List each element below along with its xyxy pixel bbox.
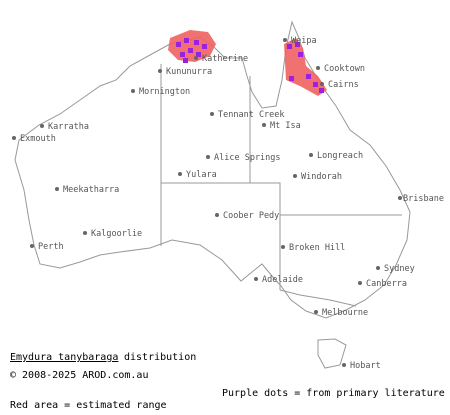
town-label: Tennant Creek: [218, 110, 285, 120]
town-label: Brisbane: [403, 194, 444, 204]
town-label: Meekatharra: [63, 185, 119, 195]
town-label: Canberra: [366, 279, 407, 289]
copyright: © 2008-2025 AROD.com.au: [10, 370, 148, 381]
town-label: Alice Springs: [214, 153, 281, 163]
town-label: Yulara: [186, 170, 217, 180]
town-label: Exmouth: [20, 134, 56, 144]
state-borders: [160, 64, 402, 307]
distribution-label: distribution: [124, 352, 196, 363]
town-label: Windorah: [301, 172, 342, 182]
primary-dots: [176, 38, 324, 93]
town-label: Mornington: [139, 87, 190, 97]
australia-outline: [14, 20, 411, 319]
town-label: Kununurra: [166, 67, 212, 77]
legend-area: Red area = estimated range: [10, 400, 167, 411]
town-label: Karratha: [48, 122, 89, 132]
town-label: Mt Isa: [270, 121, 301, 131]
town-label: Weipa: [291, 36, 317, 46]
town-label: Hobart: [350, 361, 381, 371]
towns: Weipa Katherine Kununurra Cooktown Cairn…: [12, 36, 444, 371]
town-label: Sydney: [384, 264, 415, 274]
town-label: Adelaide: [262, 275, 303, 285]
town-label: Cooktown: [324, 64, 365, 74]
tasmania-outline: [317, 338, 347, 369]
town-label: Cairns: [328, 80, 359, 90]
town-label: Katherine: [202, 54, 248, 64]
town-label: Broken Hill: [289, 243, 345, 253]
legend-dots: Purple dots = from primary literature: [222, 388, 445, 399]
town-label: Perth: [38, 242, 64, 252]
town-label: Longreach: [317, 151, 363, 161]
species-name: Emydura tanybaraga: [10, 352, 118, 363]
town-label: Melbourne: [322, 308, 368, 318]
town-label: Coober Pedy: [223, 211, 279, 221]
town-label: Kalgoorlie: [91, 229, 142, 239]
